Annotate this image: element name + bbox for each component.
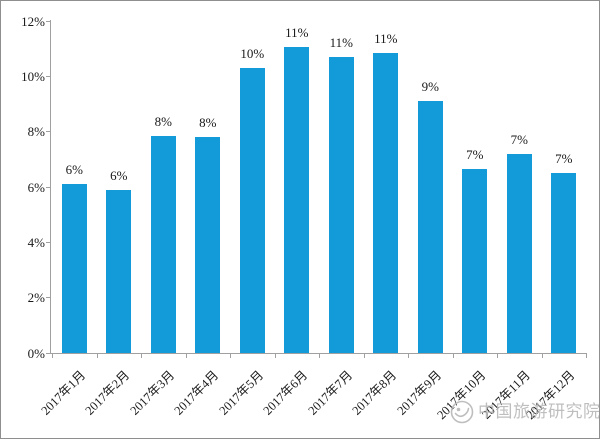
bar-value-label: 8% — [154, 113, 172, 129]
x-tick-mark — [230, 353, 231, 358]
x-tick-label: 2017年6月 — [260, 368, 311, 418]
bar-2017年10月 — [462, 169, 488, 353]
x-tick-label: 2017年7月 — [305, 368, 356, 418]
y-axis-line — [50, 20, 51, 354]
bar-2017年1月 — [61, 184, 87, 353]
y-tick-label: 0% — [27, 345, 45, 361]
x-tick-label: 2017年4月 — [171, 368, 222, 418]
x-tick-mark — [319, 353, 320, 358]
bar-value-label: 9% — [421, 79, 439, 95]
x-tick-mark — [408, 353, 409, 358]
x-tick-mark — [363, 353, 365, 358]
bar-value-label: 11% — [374, 30, 398, 46]
bar-2017年7月 — [328, 56, 354, 353]
y-tick-label: 10% — [21, 68, 45, 84]
bar-2017年9月 — [417, 101, 443, 353]
x-tick-mark — [96, 353, 98, 358]
y-tick-label: 6% — [27, 179, 45, 195]
y-tick-mark — [46, 20, 50, 22]
bar-value-label: 10% — [240, 46, 265, 62]
bar-2017年2月 — [106, 189, 132, 353]
x-axis-line — [50, 353, 587, 354]
y-tick-label: 12% — [21, 13, 45, 29]
x-tick-mark — [586, 353, 587, 358]
bar-2017年6月 — [284, 47, 310, 353]
y-tick-mark — [46, 297, 50, 299]
y-tick-mark — [46, 131, 50, 133]
bar-value-label: 8% — [199, 115, 217, 131]
x-tick-label: 2017年2月 — [82, 368, 133, 418]
bar-2017年4月 — [195, 137, 221, 353]
x-tick-mark — [274, 353, 276, 358]
bar-2017年11月 — [506, 153, 532, 353]
bar-value-label: 11% — [329, 34, 353, 50]
x-tick-label: 2017年3月 — [127, 368, 178, 418]
bar-value-label: 6% — [65, 162, 83, 178]
bar-value-label: 6% — [110, 167, 128, 183]
bar-2017年5月 — [239, 68, 265, 353]
bar-2017年8月 — [373, 52, 399, 353]
bar-value-label: 7% — [555, 151, 573, 167]
x-tick-mark — [185, 353, 187, 358]
x-tick-mark — [452, 353, 454, 358]
y-tick-mark — [46, 75, 50, 77]
y-tick-label: 8% — [27, 124, 45, 140]
x-tick-mark — [541, 353, 543, 358]
bar-value-label: 11% — [285, 25, 309, 41]
x-tick-label: 2017年1月 — [38, 368, 89, 418]
y-tick-mark — [46, 241, 50, 243]
x-tick-label: 2017年8月 — [349, 368, 400, 418]
y-tick-mark — [46, 352, 50, 354]
bar-value-label: 7% — [510, 131, 528, 147]
y-tick-mark — [46, 186, 50, 188]
x-tick-mark — [497, 353, 498, 358]
y-tick-label: 4% — [27, 234, 45, 250]
y-tick-label: 2% — [27, 290, 45, 306]
x-tick-mark — [141, 353, 142, 358]
bar-2017年3月 — [150, 135, 176, 353]
x-tick-label: 2017年5月 — [216, 368, 267, 418]
x-tick-mark — [52, 353, 53, 358]
bar-2017年12月 — [551, 173, 577, 353]
bar-value-label: 7% — [466, 147, 484, 163]
